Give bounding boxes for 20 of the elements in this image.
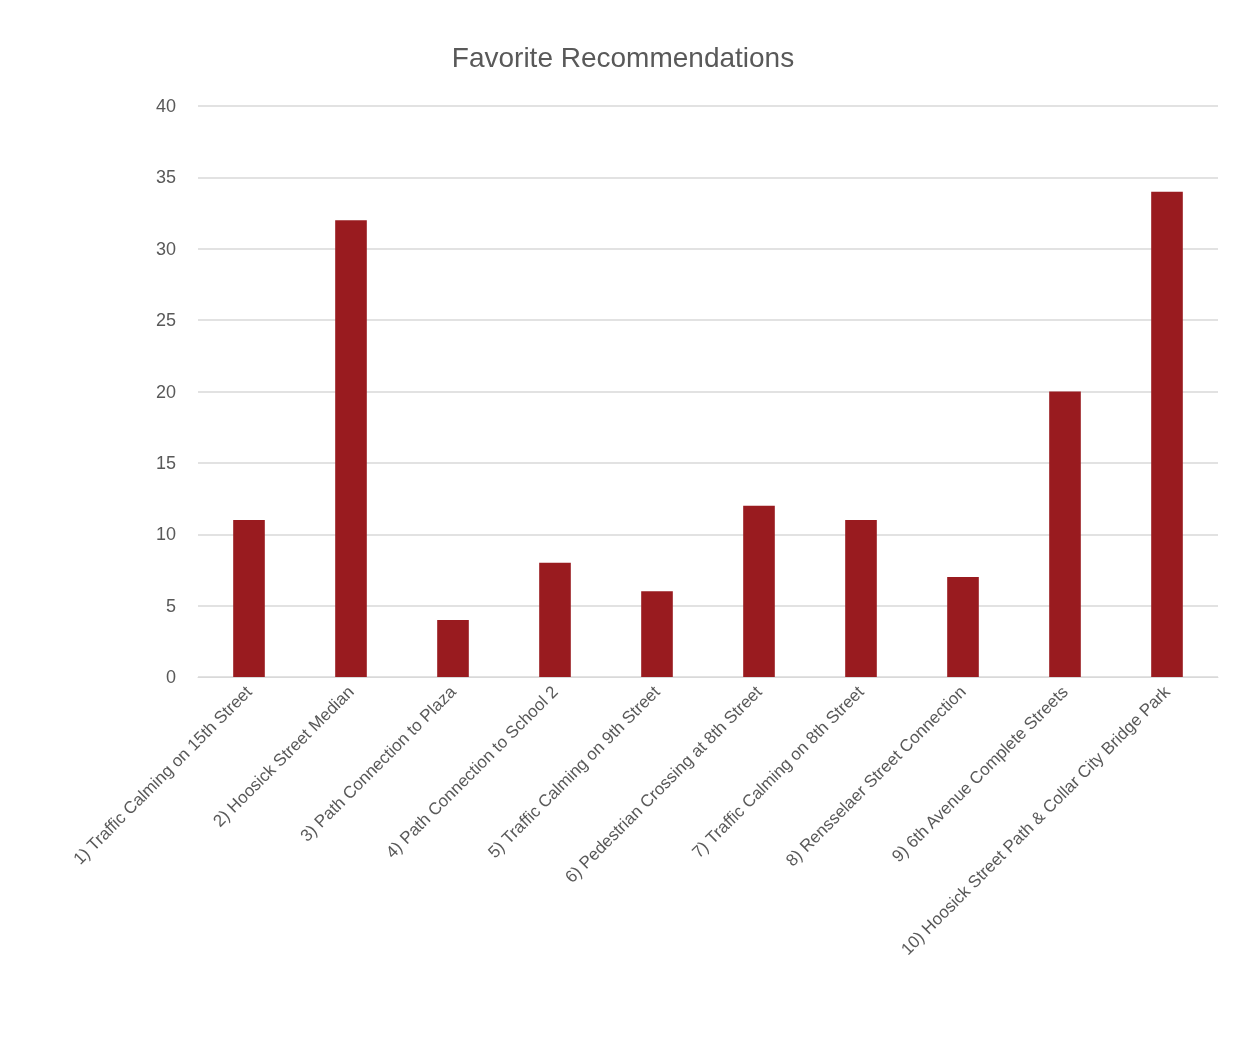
y-tick-label: 10: [155, 524, 176, 545]
bar: [1151, 191, 1183, 677]
y-tick-label: 20: [155, 381, 176, 402]
y-tick-label: 15: [155, 452, 176, 473]
bar: [845, 519, 877, 677]
bar: [233, 519, 265, 677]
y-tick-label: 5: [165, 595, 176, 616]
y-tick-label: 0: [165, 667, 176, 687]
y-tick-label: 25: [155, 310, 176, 331]
bar: [539, 562, 571, 677]
bar: [335, 220, 367, 677]
bar: [743, 505, 775, 677]
y-tick-label: 30: [155, 238, 176, 259]
y-tick-label: 35: [155, 167, 176, 188]
bar: [947, 577, 979, 677]
chart-title: Favorite Recommendations: [451, 41, 795, 73]
y-tick-label: 40: [155, 96, 176, 116]
bar: [1049, 391, 1081, 677]
bar: [437, 619, 469, 677]
bar: [641, 591, 673, 677]
